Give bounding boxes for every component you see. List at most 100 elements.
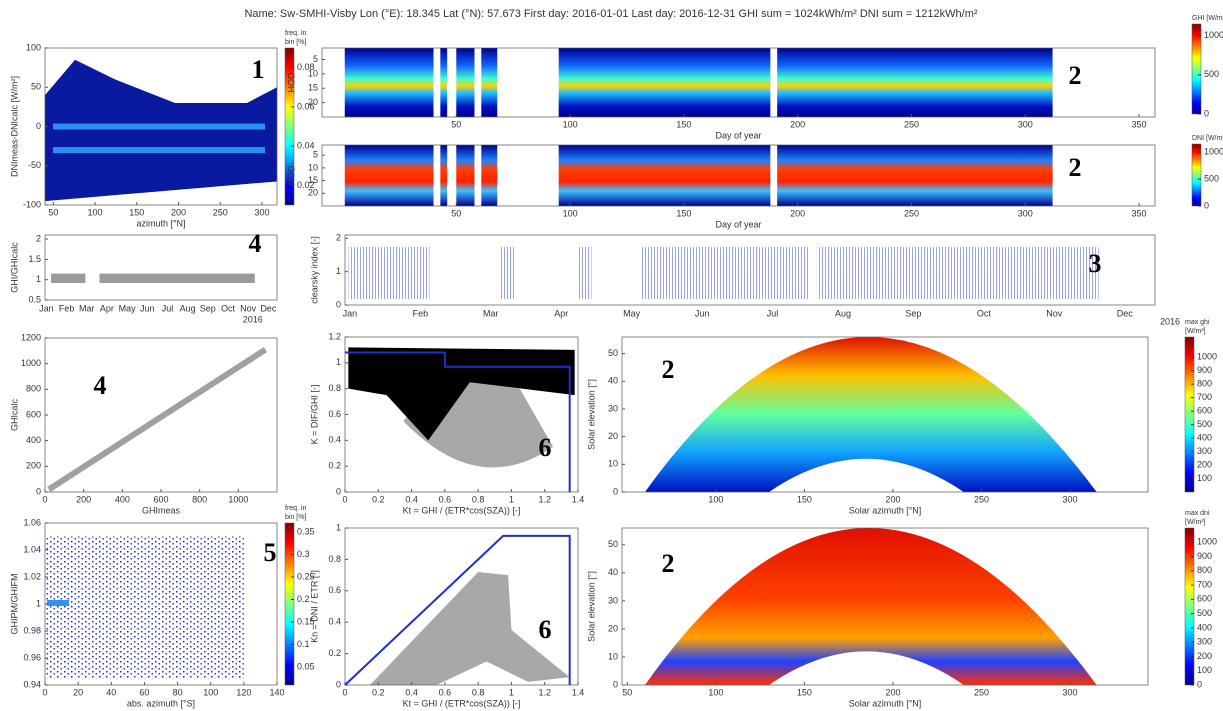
x-tick-label: 200 (790, 208, 805, 218)
x-tick-label: 100 (708, 687, 723, 697)
colorbar-label: [W/m²] (1185, 328, 1206, 335)
x-tick-label: 200 (885, 687, 900, 697)
y-tick-label: 0 (36, 486, 41, 496)
y-tick-label: 200 (26, 461, 41, 471)
x-tick-label: Mar (79, 303, 95, 313)
heat-arc (645, 337, 1097, 492)
x-tick-label: Sep (200, 303, 216, 313)
y-tick-label: 5 (313, 150, 318, 160)
x-tick-label: 1000 (228, 494, 248, 504)
y-tick-label: 0 (336, 679, 341, 689)
y-tick-label: 1 (36, 274, 41, 284)
colorbar-tick-label: 0.05 (297, 661, 315, 671)
y-tick-label: 0.4 (328, 617, 341, 627)
x-tick-label: Oct (977, 308, 992, 318)
panel-annotation: 2 (662, 549, 675, 578)
x-tick-label: 0.8 (472, 687, 485, 697)
x-tick-label: 200 (76, 494, 91, 504)
x-tick-label: 200 (885, 494, 900, 504)
heat-arc (645, 528, 1097, 685)
x-tick-label: 150 (797, 494, 812, 504)
x-tick-label: 100 (563, 208, 578, 218)
x-tick-label: May (623, 308, 641, 318)
colorbar-tick-label: 1000 (1204, 146, 1223, 156)
x-tick-label: Nov (1046, 308, 1063, 318)
y-tick-label: 0.8 (328, 554, 341, 564)
x-tick-label: 250 (974, 687, 989, 697)
y-tick-label: 10 (308, 68, 318, 78)
y-tick-label: 20 (608, 431, 618, 441)
y-tick-label: 0.4 (328, 435, 341, 445)
heat-block (558, 145, 771, 206)
colorbar-tick-label: 0.25 (297, 571, 315, 581)
colorbar-tick-label: 0.06 (297, 101, 315, 111)
colorbar-tick-label: 200 (1197, 651, 1212, 661)
density-core (47, 599, 69, 606)
plot-frame (321, 47, 1156, 118)
x-tick-label: Aug (835, 308, 851, 318)
colorbar-header: 2016 (1160, 316, 1180, 326)
x-tick-label: 20 (73, 687, 83, 697)
colorbar-label: DNI [W/m²] (1192, 135, 1223, 142)
colorbar-label: bin [%] (285, 39, 306, 46)
x-axis-label: Kt = GHI / (ETR*cos(SZA)) [-] (403, 505, 521, 515)
x-tick-label: 300 (254, 207, 269, 217)
panel-annotation: 2 (1069, 61, 1082, 90)
y-tick-label: 1 (336, 266, 341, 276)
x-tick-label: 350 (1132, 208, 1147, 218)
y-tick-label: 1 (36, 598, 41, 608)
colorbar-tick-label: 100 (1197, 665, 1212, 675)
heat-block (440, 48, 448, 117)
colorbar-label: freq. in (285, 505, 307, 512)
x-tick-label: 150 (676, 208, 691, 218)
colorbar-tick-label: 900 (1197, 551, 1212, 561)
colorbar-tick-label: 700 (1197, 392, 1212, 402)
colorbar-tick-label: 500 (1204, 69, 1219, 79)
x-axis-label: GHImeas (142, 505, 181, 515)
y-tick-label: 50 (608, 348, 618, 358)
heat-hole (768, 458, 964, 492)
panel-annotation: 3 (1089, 249, 1102, 278)
colorbar-tick-label: 100 (1197, 473, 1212, 483)
density (45, 59, 277, 202)
plot-frame (321, 144, 1156, 207)
heat-block (777, 145, 1053, 206)
x-tick-label: Mar (483, 308, 499, 318)
x-tick-label: Jun (695, 308, 710, 318)
x-tick-label: 0.6 (439, 687, 452, 697)
y-axis-label: DNImeas-DNIcalc [W/m²] (9, 76, 19, 177)
x-axis-label: Day of year (715, 219, 761, 229)
x-tick-label: 150 (676, 119, 691, 129)
y-tick-label: 0.2 (328, 648, 341, 658)
y-axis-label: GHIPM/GHIFM (9, 574, 19, 635)
colorbar-tick-label: 0 (1197, 679, 1202, 689)
x-tick-label: Dec (260, 303, 277, 313)
panel-annotation: 2 (1069, 153, 1082, 182)
colorbar-tick-label: 500 (1197, 419, 1212, 429)
x-tick-label: 1.2 (538, 687, 551, 697)
panel-annotation: 5 (264, 538, 277, 567)
plot-frame (44, 234, 278, 301)
boundary-line (344, 534, 571, 686)
x-tick-label: Apr (554, 308, 568, 318)
x-tick-label: 140 (269, 687, 284, 697)
colorbar-tick-label: 900 (1197, 365, 1212, 375)
colorbar-tick-label: 0.15 (297, 616, 315, 626)
x-axis-label: Kt = GHI / (ETR*cos(SZA)) [-] (403, 698, 521, 708)
colorbar-tick-label: 0.3 (297, 549, 310, 559)
y-tick-label: 0.96 (23, 652, 41, 662)
x-tick-label: Jan (39, 303, 54, 313)
colorbar-tick-label: 0 (1204, 200, 1209, 210)
x-tick-label: 100 (203, 687, 218, 697)
x-tick-label: 100 (563, 119, 578, 129)
panel-annotation: 1 (252, 55, 265, 84)
colorbar-tick-label: 1000 (1204, 30, 1223, 40)
y-tick-label: -50 (28, 160, 41, 170)
y-tick-label: 30 (608, 595, 618, 605)
y-tick-label: 15 (308, 175, 318, 185)
panel: 100 150 200 250 300 0 10 20 30 40 50 Solar azimuth … (586, 316, 1217, 515)
colorbar-tick-label: 0.1 (297, 639, 310, 649)
x-tick-label: Jun (140, 303, 155, 313)
